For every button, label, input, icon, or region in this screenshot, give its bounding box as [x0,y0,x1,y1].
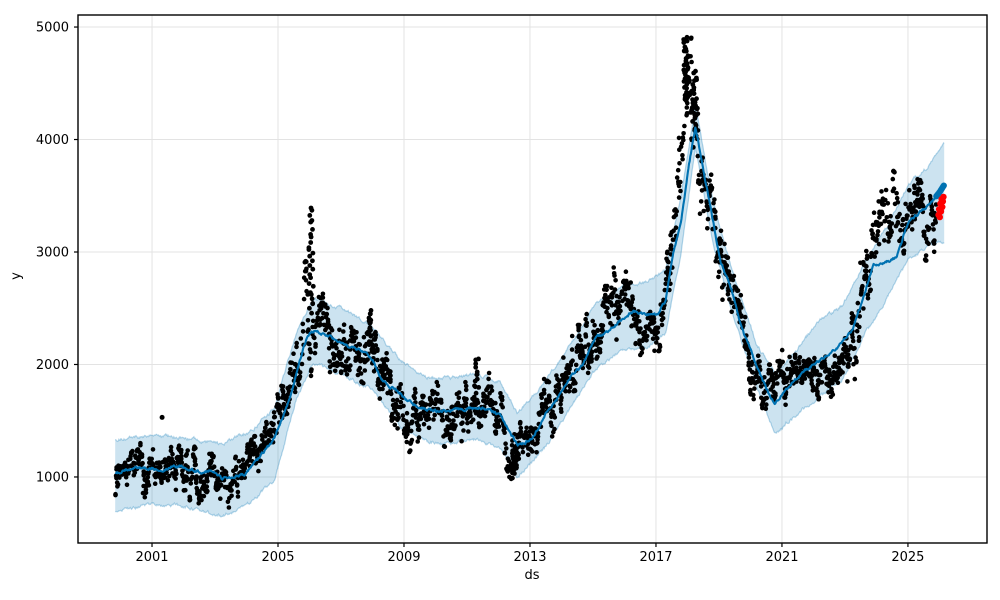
x-tick-label-2013: 2013 [513,550,546,565]
x-tick-label-2025: 2025 [891,550,924,565]
x-tick-label-2021: 2021 [765,550,798,565]
y-axis-label: y [9,272,24,280]
x-axis-label: ds [524,568,539,583]
y-tick-label-4000: 4000 [36,133,69,148]
y-tick-label-5000: 5000 [36,21,69,36]
y-tick-label-1000: 1000 [36,471,69,486]
axes-frame [77,14,988,544]
x-tick-label-2009: 2009 [387,550,420,565]
y-tick-label-2000: 2000 [36,358,69,373]
x-tick-label-2017: 2017 [639,550,672,565]
highlighted-points [935,193,947,221]
y-tick-label-3000: 3000 [36,246,69,261]
x-tick-label-2005: 2005 [261,550,294,565]
observed-points [113,34,939,510]
x-tick-label-2001: 2001 [135,550,168,565]
tick-marks [74,26,909,547]
tick-labels: 2001 2005 2009 2013 2017 2021 2025 1000 2000 3000… [36,21,925,566]
trend-line [114,126,947,481]
